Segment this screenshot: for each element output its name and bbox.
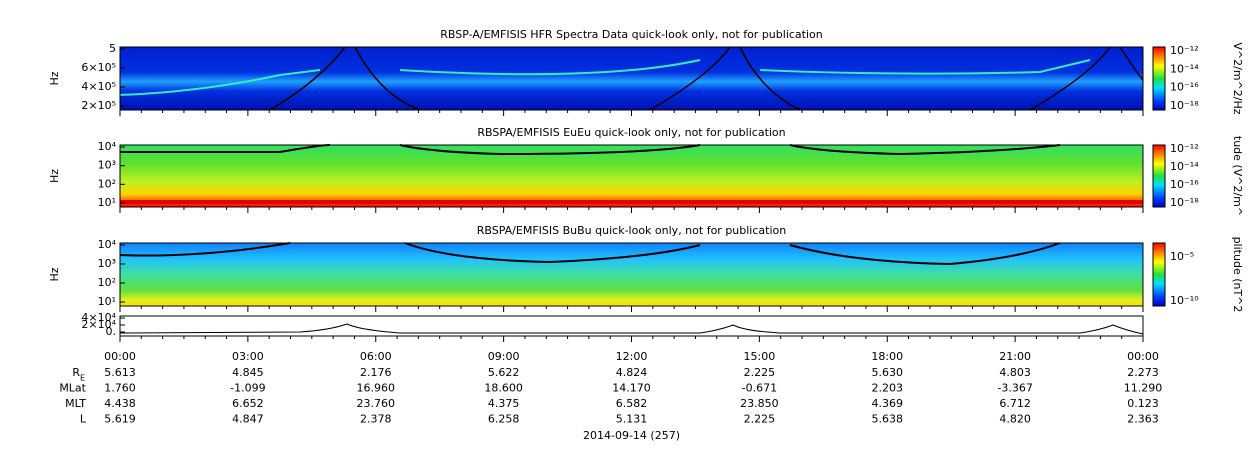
ephemeris-value: 2.176	[360, 366, 392, 379]
y-tick-label: 10¹	[98, 295, 116, 308]
ephemeris-value: 1.760	[104, 382, 136, 395]
ephemeris-value: 2.225	[744, 413, 776, 426]
ephemeris-value: 5.613	[104, 366, 136, 379]
colorbar	[1152, 242, 1166, 307]
ephemeris-value: 5.630	[872, 366, 904, 379]
ephemeris-value: -0.671	[742, 382, 777, 395]
ephemeris-value: 14.170	[612, 382, 651, 395]
ephemeris-value: 23.760	[357, 397, 396, 410]
ephemeris-value: 16.960	[357, 382, 396, 395]
colorbar-tick-label: 10⁻¹⁸	[1170, 99, 1199, 112]
bubu-spectrogram	[120, 243, 1143, 306]
ephemeris-value: 2.273	[1127, 366, 1159, 379]
ephemeris-value: 2.363	[1127, 413, 1159, 426]
y-tick-label: 2×10⁵	[81, 99, 116, 112]
ephemeris-value: 11.290	[1124, 382, 1163, 395]
ephemeris-label: L	[80, 413, 87, 426]
ephemeris-value: 4.803	[999, 366, 1031, 379]
colorbar-tick-label: 10⁻¹⁶	[1170, 178, 1199, 191]
ephemeris-value: 4.824	[616, 366, 648, 379]
eueu-floor	[120, 200, 1143, 204]
ephemeris-value: 4.847	[232, 413, 264, 426]
colorbar	[1152, 144, 1166, 208]
y-tick-label: 4×10⁵	[81, 80, 116, 93]
ephemeris-value: 6.582	[616, 397, 648, 410]
colorbar-tick-label: 10⁻⁵	[1170, 250, 1194, 263]
colorbar-label: plitude (nT^2	[1231, 237, 1244, 313]
ephemeris-label: MLT	[65, 397, 86, 410]
y-tick-label: 10⁴	[98, 238, 117, 251]
y-label: Hz	[48, 71, 61, 85]
ephemeris-value: 2.378	[360, 413, 392, 426]
ephemeris-value: 4.438	[104, 397, 136, 410]
ephemeris-value: -3.367	[997, 382, 1032, 395]
colorbar-tick-label: 10⁻¹⁴	[1170, 62, 1199, 75]
ephemeris-value: 2.203	[872, 382, 904, 395]
ephemeris-value: 2.225	[744, 366, 776, 379]
colorbar-tick-label: 10⁻¹²	[1170, 44, 1199, 57]
ephemeris-value: 4.845	[232, 366, 264, 379]
time-label: 18:00	[871, 350, 903, 363]
ephemeris-label-sub: E	[80, 374, 85, 383]
colorbar-tick-label: 10⁻¹⁴	[1170, 160, 1199, 173]
y-tick-label: 4×10⁴	[81, 311, 116, 324]
y-tick-label: 5	[109, 42, 116, 55]
ephemeris-value: 6.258	[488, 413, 520, 426]
y-label: Hz	[48, 169, 61, 183]
ephemeris-label: MLat	[59, 382, 86, 395]
time-label: 06:00	[360, 350, 392, 363]
colorbar	[1152, 46, 1166, 111]
colorbar-tick-label: 10⁻¹⁸	[1170, 196, 1199, 209]
y-tick-label: 0.	[106, 325, 117, 338]
ephemeris-value: 4.375	[488, 397, 520, 410]
y-tick-label: 10³	[98, 159, 116, 172]
time-label: 12:00	[616, 350, 648, 363]
time-label: 00:00	[1127, 350, 1159, 363]
ephemeris-value: 5.619	[104, 413, 136, 426]
hfr-band	[119, 59, 1091, 96]
eueu-spectrogram	[120, 145, 1143, 207]
hfr-spectrogram	[120, 47, 1143, 110]
y-tick-label: 6×10⁵	[81, 61, 116, 74]
ephemeris-value: 5.622	[488, 366, 520, 379]
panel-title: RBSP-A/EMFISIS HFR Spectra Data quick-lo…	[440, 28, 823, 41]
y-tick-label: 2×10⁴	[81, 318, 116, 331]
ephemeris-value: 5.638	[872, 413, 904, 426]
ephemeris-value: 4.820	[999, 413, 1031, 426]
y-tick-label: 10²	[98, 177, 116, 190]
ephemeris-value: 6.652	[232, 397, 264, 410]
spectrograms	[119, 46, 1166, 337]
plasma-line	[269, 46, 1144, 111]
ephemeris-label: R	[72, 366, 80, 379]
y-tick-label: 10⁴	[98, 140, 117, 153]
panel4-line	[119, 323, 1144, 335]
panel-title: RBSPA/EMFISIS EuEu quick-look only, not …	[477, 126, 785, 139]
ephemeris-value: 0.123	[1127, 397, 1159, 410]
colorbar-label: tude (V^2/m^	[1231, 136, 1244, 216]
colorbar-tick-label: 10⁻¹²	[1170, 142, 1199, 155]
time-label: 09:00	[488, 350, 520, 363]
y-label: Hz	[48, 267, 61, 281]
y-tick-label: 10²	[98, 276, 116, 289]
time-label: 21:00	[999, 350, 1031, 363]
colorbar-tick-label: 10⁻¹⁰	[1170, 294, 1199, 307]
date-label: 2014-09-14 (257)	[583, 429, 680, 442]
ephemeris-value: 5.131	[616, 413, 648, 426]
y-tick-label: 10¹	[98, 196, 116, 209]
panel-title: RBSPA/EMFISIS BuBu quick-look only, not …	[477, 224, 787, 237]
bubu-line	[119, 242, 1061, 266]
time-label: 15:00	[744, 350, 776, 363]
ephemeris-value: 6.712	[999, 397, 1031, 410]
colorbar-tick-label: 10⁻¹⁶	[1170, 81, 1199, 94]
ephemeris-value: 23.850	[740, 397, 779, 410]
y-tick-label: 10³	[98, 257, 116, 270]
time-label: 00:00	[104, 350, 136, 363]
time-label: 03:00	[232, 350, 264, 363]
colorbar-label: V^2/m^2/Hz	[1231, 42, 1244, 114]
ephemeris-value: 4.369	[872, 397, 904, 410]
ephemeris-value: 18.600	[484, 382, 523, 395]
ephemeris-value: -1.099	[230, 382, 265, 395]
